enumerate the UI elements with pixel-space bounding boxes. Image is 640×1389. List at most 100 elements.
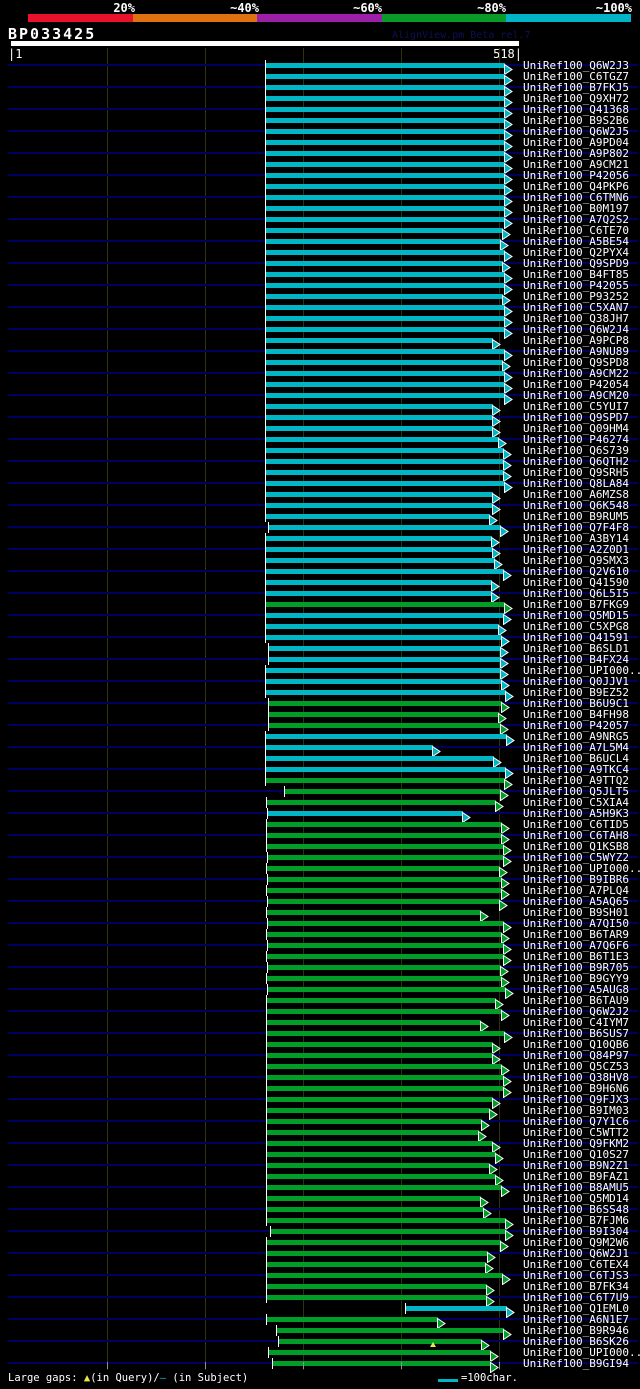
subject-id-label[interactable]: UniRef100_A7L5M4	[523, 741, 629, 754]
subject-id-label[interactable]: UniRef100_Q9M2W6	[523, 1236, 629, 1249]
alignment-bar[interactable]	[267, 888, 502, 893]
subject-id-label[interactable]: UniRef100_A9CM20	[523, 389, 629, 402]
subject-id-label[interactable]: UniRef100_C6TID5	[523, 818, 629, 831]
alignment-bar[interactable]	[267, 1207, 484, 1212]
subject-id-label[interactable]: UniRef100_B9I304	[523, 1225, 629, 1238]
alignment-bar[interactable]	[266, 129, 505, 134]
alignment-bar[interactable]	[266, 338, 493, 343]
subject-id-label[interactable]: UniRef100_Q9XH72	[523, 92, 629, 105]
alignment-bar[interactable]	[267, 976, 502, 981]
alignment-bar[interactable]	[267, 1196, 481, 1201]
alignment-bar[interactable]	[268, 811, 463, 816]
subject-id-label[interactable]: UniRef100_P46274	[523, 433, 629, 446]
subject-id-label[interactable]: UniRef100_Q6W2J5	[523, 125, 629, 138]
alignment-bar[interactable]	[267, 998, 496, 1003]
alignment-bar[interactable]	[266, 679, 502, 684]
subject-id-label[interactable]: UniRef100_B7FK34	[523, 1280, 629, 1293]
alignment-bar[interactable]	[266, 173, 505, 178]
subject-id-label[interactable]: UniRef100_A9PCP8	[523, 334, 629, 347]
alignment-bar[interactable]	[268, 987, 506, 992]
subject-id-label[interactable]: UniRef100_Q9SPD7	[523, 411, 629, 424]
subject-id-label[interactable]: UniRef100_B6TAU9	[523, 994, 629, 1007]
subject-id-label[interactable]: UniRef100_B9R705	[523, 961, 629, 974]
subject-id-label[interactable]: UniRef100_Q9SPD8	[523, 356, 629, 369]
alignment-bar[interactable]	[266, 151, 505, 156]
alignment-bar[interactable]	[267, 1119, 482, 1124]
subject-id-label[interactable]: UniRef100_B6T1E3	[523, 950, 629, 963]
subject-id-label[interactable]: UniRef100_Q5MD15	[523, 609, 629, 622]
alignment-bar[interactable]	[267, 822, 502, 827]
alignment-bar[interactable]	[266, 250, 505, 255]
subject-id-label[interactable]: UniRef100_A6MZS8	[523, 488, 629, 501]
subject-id-label[interactable]: UniRef100_B9N2Z1	[523, 1159, 629, 1172]
alignment-bar[interactable]	[269, 657, 501, 662]
subject-id-label[interactable]: UniRef100_C6TGZ7	[523, 70, 629, 83]
subject-id-label[interactable]: UniRef100_Q0JJV1	[523, 675, 629, 688]
alignment-bar[interactable]	[269, 701, 502, 706]
alignment-bar[interactable]	[266, 63, 505, 68]
subject-id-label[interactable]: UniRef100_P42057	[523, 719, 629, 732]
alignment-bar[interactable]	[268, 943, 504, 948]
subject-id-label[interactable]: UniRef100_Q6L5I5	[523, 587, 629, 600]
alignment-bar[interactable]	[267, 1262, 486, 1267]
subject-id-label[interactable]: UniRef100_A3BY14	[523, 532, 629, 545]
subject-id-label[interactable]: UniRef100_B7FKJ5	[523, 81, 629, 94]
subject-id-label[interactable]: UniRef100_C4IYM7	[523, 1016, 629, 1029]
subject-id-label[interactable]: UniRef100_B9H6N6	[523, 1082, 629, 1095]
alignment-bar[interactable]	[267, 1152, 496, 1157]
subject-id-label[interactable]: UniRef100_A7PLQ4	[523, 884, 629, 897]
subject-id-label[interactable]: UniRef100_Q6W2J1	[523, 1247, 629, 1260]
subject-id-label[interactable]: UniRef100_B6TAR9	[523, 928, 629, 941]
alignment-bar[interactable]	[266, 635, 502, 640]
subject-id-label[interactable]: UniRef100_Q9FKM2	[523, 1137, 629, 1150]
alignment-bar[interactable]	[266, 503, 493, 508]
subject-id-label[interactable]: UniRef100_P42055	[523, 279, 629, 292]
alignment-bar[interactable]	[271, 1229, 506, 1234]
alignment-bar[interactable]	[266, 756, 494, 761]
subject-id-label[interactable]: UniRef100_C6T7U9	[523, 1291, 629, 1304]
subject-id-label[interactable]: UniRef100_C5WTT2	[523, 1126, 629, 1139]
alignment-bar[interactable]	[273, 1361, 491, 1366]
alignment-bar[interactable]	[267, 1097, 493, 1102]
alignment-bar[interactable]	[267, 800, 496, 805]
subject-id-label[interactable]: UniRef100_Q10S27	[523, 1148, 629, 1161]
alignment-bar[interactable]	[266, 195, 505, 200]
alignment-bar[interactable]	[267, 1163, 490, 1168]
alignment-bar[interactable]	[266, 613, 504, 618]
alignment-bar[interactable]	[266, 459, 504, 464]
alignment-bar[interactable]	[266, 591, 492, 596]
subject-id-label[interactable]: UniRef100_C6TJS3	[523, 1269, 629, 1282]
alignment-bar[interactable]	[267, 1284, 487, 1289]
alignment-bar[interactable]	[266, 371, 505, 376]
alignment-bar[interactable]	[267, 1295, 487, 1300]
subject-id-label[interactable]: UniRef100_C5XAN7	[523, 301, 629, 314]
alignment-bar[interactable]	[266, 382, 505, 387]
alignment-bar[interactable]	[266, 602, 505, 607]
alignment-bar[interactable]	[266, 426, 493, 431]
subject-id-label[interactable]: UniRef100_C5XIA4	[523, 796, 629, 809]
alignment-bar[interactable]	[266, 96, 505, 101]
subject-id-label[interactable]: UniRef100_A5H9K3	[523, 807, 629, 820]
subject-id-label[interactable]: UniRef100_Q6W2J4	[523, 323, 629, 336]
alignment-bar[interactable]	[268, 855, 504, 860]
subject-id-label[interactable]: UniRef100_UPI000..	[523, 664, 640, 677]
subject-id-label[interactable]: UniRef100_Q41590	[523, 576, 629, 589]
alignment-bar[interactable]	[279, 1339, 482, 1344]
subject-id-label[interactable]: UniRef100_A5BE54	[523, 235, 629, 248]
alignment-bar[interactable]	[266, 272, 505, 277]
subject-id-label[interactable]: UniRef100_B6SK26	[523, 1335, 629, 1348]
alignment-bar[interactable]	[266, 305, 505, 310]
subject-id-label[interactable]: UniRef100_B6SUS7	[523, 1027, 629, 1040]
subject-id-label[interactable]: UniRef100_Q5MD14	[523, 1192, 629, 1205]
alignment-bar[interactable]	[267, 1317, 438, 1322]
alignment-bar[interactable]	[266, 558, 495, 563]
alignment-bar[interactable]	[266, 580, 492, 585]
alignment-bar[interactable]	[267, 1075, 504, 1080]
alignment-bar[interactable]	[267, 1273, 503, 1278]
subject-id-label[interactable]: UniRef100_B6UCL4	[523, 752, 629, 765]
subject-id-label[interactable]: UniRef100_A9CM21	[523, 158, 629, 171]
alignment-bar[interactable]	[277, 1328, 504, 1333]
alignment-bar[interactable]	[285, 789, 501, 794]
subject-id-label[interactable]: UniRef100_Q5CZ53	[523, 1060, 629, 1073]
subject-id-label[interactable]: UniRef100_A5AQ65	[523, 895, 629, 908]
